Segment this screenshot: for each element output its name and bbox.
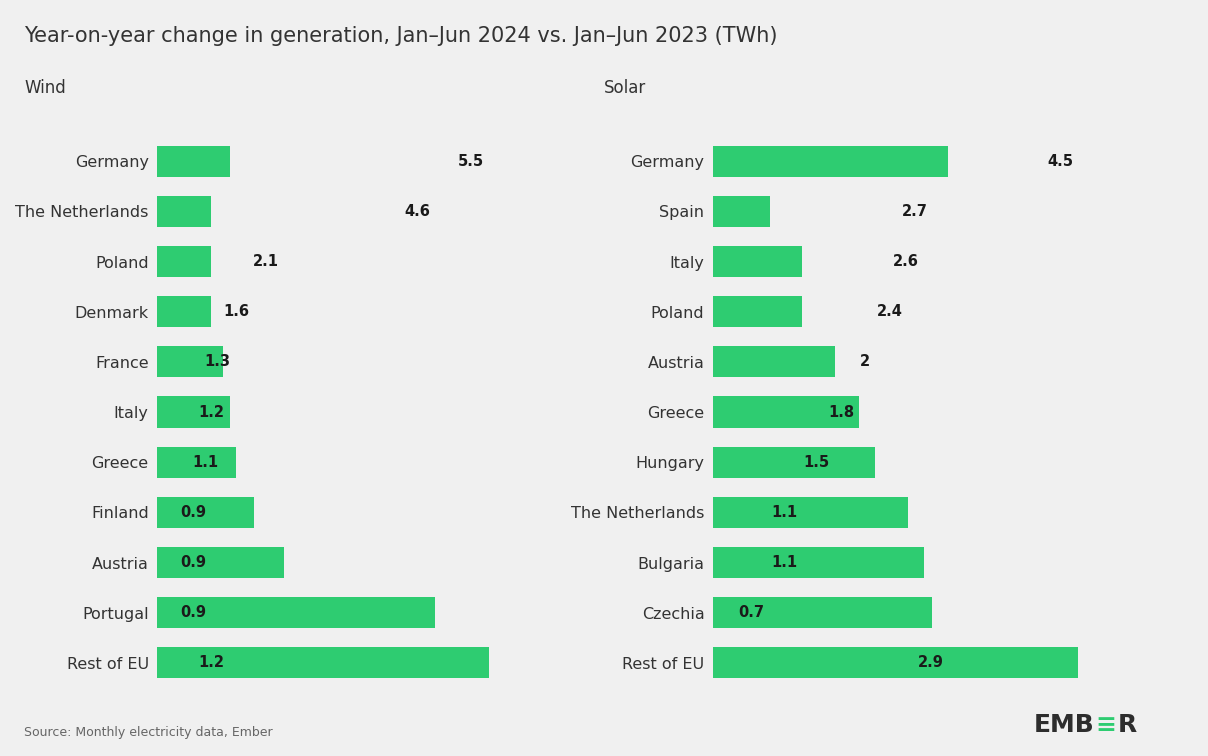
Text: R: R [1117, 713, 1137, 737]
Bar [713, 346, 835, 377]
Bar [713, 647, 1079, 678]
Text: 1.2: 1.2 [198, 655, 225, 671]
Text: 2.1: 2.1 [252, 254, 279, 269]
Bar [157, 346, 223, 377]
Bar [713, 396, 859, 428]
Text: 0.9: 0.9 [180, 505, 207, 520]
Text: 2.7: 2.7 [901, 204, 928, 218]
Text: 1.5: 1.5 [803, 454, 830, 469]
Text: 1.6: 1.6 [222, 304, 249, 319]
Bar [713, 296, 802, 327]
Bar [157, 246, 211, 277]
Text: 5.5: 5.5 [458, 153, 484, 169]
Text: 0.9: 0.9 [180, 555, 207, 570]
Bar [157, 597, 435, 628]
Text: Solar: Solar [604, 79, 646, 98]
Bar [713, 196, 769, 227]
Bar [713, 597, 933, 628]
Bar [713, 547, 924, 578]
Text: 2.6: 2.6 [893, 254, 919, 269]
Text: 1.2: 1.2 [198, 404, 225, 420]
Text: 2.9: 2.9 [918, 655, 943, 671]
Text: Wind: Wind [24, 79, 66, 98]
Text: Year-on-year change in generation, Jan–Jun 2024 vs. Jan–Jun 2023 (TWh): Year-on-year change in generation, Jan–J… [24, 26, 778, 46]
Text: 2.4: 2.4 [877, 304, 902, 319]
Bar [713, 146, 948, 177]
Text: 1.1: 1.1 [771, 505, 797, 520]
Bar [713, 447, 876, 478]
Text: 1.1: 1.1 [192, 454, 219, 469]
Bar [157, 196, 211, 227]
Text: ≡: ≡ [1096, 713, 1116, 737]
Text: 4.6: 4.6 [405, 204, 430, 218]
Bar [713, 497, 907, 528]
Bar [157, 547, 284, 578]
Bar [157, 647, 489, 678]
Text: 1.1: 1.1 [771, 555, 797, 570]
Text: 1.3: 1.3 [204, 355, 231, 370]
Bar [157, 447, 236, 478]
Bar [157, 296, 211, 327]
Text: 2: 2 [860, 355, 871, 370]
Bar [157, 396, 230, 428]
Bar [713, 246, 802, 277]
Bar [157, 497, 254, 528]
Text: 1.8: 1.8 [827, 404, 854, 420]
Text: EMB: EMB [1034, 713, 1094, 737]
Bar [157, 146, 230, 177]
Text: 0.7: 0.7 [739, 606, 765, 620]
Text: 0.9: 0.9 [180, 606, 207, 620]
Text: Source: Monthly electricity data, Ember: Source: Monthly electricity data, Ember [24, 727, 273, 739]
Text: 4.5: 4.5 [1047, 153, 1074, 169]
